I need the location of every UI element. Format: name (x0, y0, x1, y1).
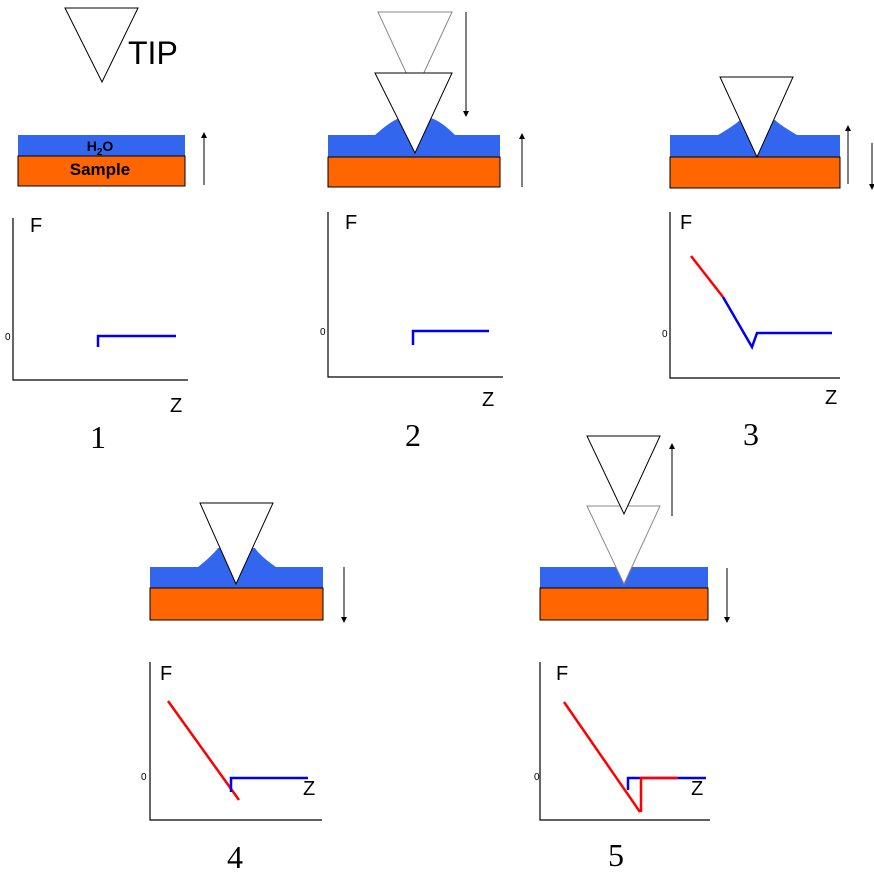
sample (327, 156, 501, 188)
sample (669, 156, 841, 189)
scene-1: TIP H2O Sample (17, 7, 207, 187)
tip (64, 7, 139, 84)
x-axis-label: Z (825, 387, 837, 409)
tip (586, 435, 661, 516)
zero-label: 0 (5, 332, 11, 343)
tip-label: TIP (128, 35, 178, 71)
y-axis-label: F (160, 663, 172, 685)
y-axis-label: F (30, 215, 42, 237)
sample-label: Sample (70, 160, 130, 179)
force-curve (721, 296, 832, 350)
scene-3 (669, 76, 874, 190)
tip (199, 502, 274, 586)
force-curve (229, 776, 308, 792)
sample (539, 587, 709, 621)
zero-label: 0 (320, 327, 326, 338)
panel-number: 1 (90, 419, 106, 455)
panel-number: 5 (608, 837, 624, 872)
x-axis-label: Z (691, 778, 703, 800)
sample (17, 155, 186, 187)
tip (719, 76, 794, 159)
scene-2 (327, 11, 525, 188)
force-curve (690, 255, 724, 298)
panel-number: 4 (227, 839, 243, 872)
axes (669, 212, 840, 379)
force-curve (626, 776, 706, 790)
force-curve (562, 701, 642, 813)
force-curve (639, 776, 678, 812)
tip-ghost (377, 11, 453, 94)
sample (149, 587, 324, 621)
y-axis-label: F (345, 212, 357, 234)
axes (12, 218, 188, 381)
force-curve (411, 329, 489, 345)
zero-label: 0 (141, 772, 147, 783)
x-axis-label: Z (303, 778, 315, 800)
force-curve (96, 334, 176, 347)
zero-label: 0 (662, 329, 668, 340)
axes (149, 662, 322, 821)
panel-number: 2 (405, 417, 421, 453)
force-curve (166, 700, 241, 801)
scene-4 (149, 502, 347, 623)
panel-number: 3 (743, 416, 759, 452)
water (18, 135, 185, 156)
scene-5 (539, 435, 730, 623)
water-label: H2O (87, 138, 114, 158)
zero-label: 0 (534, 772, 540, 783)
x-axis-label: Z (170, 395, 182, 417)
axes (539, 662, 710, 821)
axes (327, 212, 503, 378)
x-axis-label: Z (482, 389, 494, 411)
y-axis-label: F (680, 212, 692, 234)
tip (374, 72, 453, 155)
y-axis-label: F (556, 663, 568, 685)
